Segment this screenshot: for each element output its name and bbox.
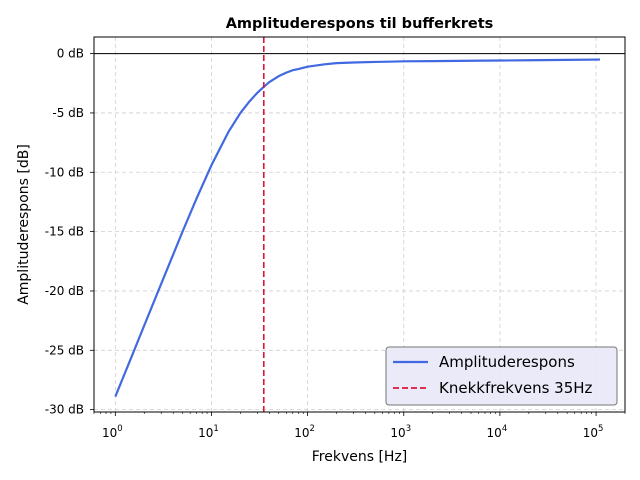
x-tick-exponent: 1: [213, 424, 218, 434]
legend-label-amplituderespons: Amplituderespons: [439, 353, 575, 371]
x-tick-label: 101: [198, 424, 219, 440]
x-tick-label: 104: [487, 424, 508, 440]
plot-frame: [93, 36, 626, 413]
series-layer: [114, 37, 601, 412]
legend: Amplituderespons Knekkfrekvens 35Hz: [385, 346, 618, 406]
x-tick-label: 100: [102, 424, 123, 440]
chart-title: Amplituderespons til bufferkrets: [226, 16, 494, 32]
x-tick-exponent: 4: [502, 424, 507, 434]
x-tick-label: 105: [583, 424, 604, 440]
legend-box: [385, 346, 618, 406]
x-tick-label: 102: [294, 424, 315, 440]
y-tick-label: -25 dB: [45, 343, 84, 357]
amplitude-response-line: [114, 58, 601, 397]
x-tick-exponent: 0: [117, 424, 122, 434]
y-tick-label: -20 dB: [45, 284, 84, 298]
x-axis-title: Frekvens [Hz]: [312, 449, 408, 465]
x-tick-exponent: 2: [310, 424, 315, 434]
y-axis-title: Amplituderespons [dB]: [16, 144, 32, 305]
y-tick-label: -5 dB: [52, 106, 84, 120]
legend-label-knekkfrekvens: Knekkfrekvens 35Hz: [439, 379, 593, 397]
x-tick-exponent: 3: [406, 424, 411, 434]
y-axis-ticks: 0 dB -5 dB -10 dB -15 dB -20 dB -25 dB -30 dB: [45, 47, 94, 417]
x-tick-label: 103: [390, 424, 411, 440]
y-tick-label: -15 dB: [45, 225, 84, 239]
y-tick-label: -30 dB: [45, 403, 84, 417]
y-tick-label: -10 dB: [45, 165, 84, 179]
y-tick-label: 0 dB: [57, 47, 84, 61]
x-tick-exponent: 5: [598, 424, 603, 434]
x-axis-ticks: 100 101 102 103 104 105: [93, 412, 626, 440]
